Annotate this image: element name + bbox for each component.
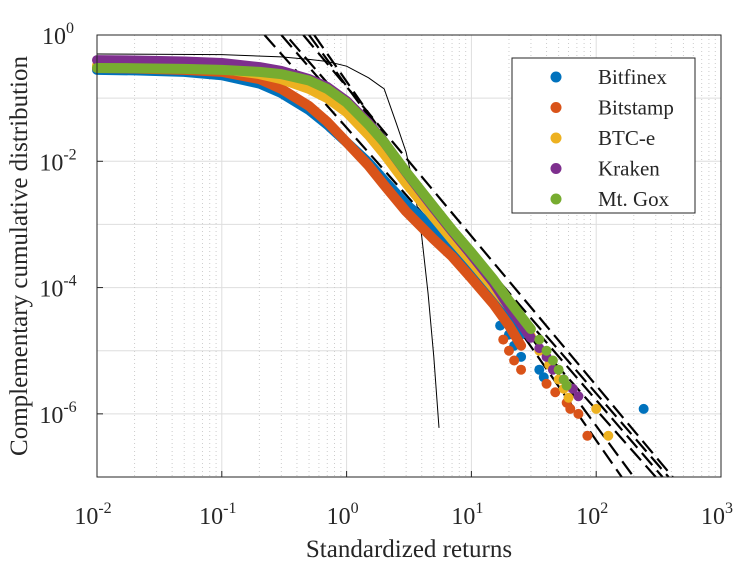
series-mt-gox-point: [561, 380, 572, 391]
minor-grid: [134, 35, 716, 477]
x-tick-label: 101: [451, 500, 483, 530]
plot-frame: [96, 34, 722, 478]
legend: Bitfinex Bitstamp BTC-e Kraken Mt. Gox: [511, 57, 696, 214]
x-tick-label: 100: [327, 500, 359, 530]
series-bitstamp-point: [509, 355, 520, 366]
legend-marker-bitstamp: [550, 102, 562, 113]
series-bitstamp-point: [582, 430, 593, 441]
series-kraken-point: [573, 391, 584, 402]
power-law-fit-1: [263, 34, 657, 478]
y-tick-label: 100: [42, 20, 74, 50]
series-mt-gox-point: [534, 334, 545, 345]
legend-marker-btc-e: [550, 132, 562, 144]
data-series: [92, 55, 649, 441]
x-tick-label: 102: [576, 500, 608, 530]
series-bitfinex-point: [638, 403, 649, 414]
series-bitstamp-point: [516, 364, 527, 375]
x-tick-label: 10-1: [199, 500, 236, 530]
legend-label-mt-gox: Mt. Gox: [598, 187, 670, 211]
y-tick-label: 10-6: [39, 399, 76, 429]
y-tick-label: 10-2: [39, 146, 76, 176]
legend-label-kraken: Kraken: [598, 157, 660, 181]
series-btc-e-point: [603, 430, 614, 441]
legend-label-bitstamp: Bitstamp: [598, 96, 674, 120]
series-bitstamp-point: [565, 403, 576, 414]
series-btc-e-point: [563, 392, 574, 403]
x-tick-label: 103: [701, 500, 733, 530]
series-mt-gox-point: [547, 355, 558, 366]
series-bitstamp-point: [498, 334, 509, 345]
legend-marker-bitfinex: [550, 71, 562, 83]
series-bitstamp-point: [573, 408, 584, 419]
series-bitstamp-point: [550, 387, 561, 398]
y-axis: 10-6 10-4 10-2 100: [39, 20, 103, 429]
series-mt-gox-curve: [92, 63, 536, 335]
series-bitfinex-point: [534, 364, 545, 375]
x-axis-label: Standardized returns: [306, 536, 512, 563]
legend-marker-mt-gox: [550, 193, 562, 205]
legend-label-bitfinex: Bitfinex: [598, 65, 667, 89]
series-btc-e-point: [591, 403, 602, 414]
series-bitstamp-point: [503, 345, 514, 356]
series-mt-gox-point: [541, 345, 552, 356]
legend-box: [511, 57, 696, 214]
power-law-fit-4: [302, 34, 674, 478]
series-mt-gox-point: [553, 364, 564, 375]
legend-label-btc-e: BTC-e: [598, 126, 655, 150]
x-axis: 10-2 10-1 100 101 102 103: [74, 471, 733, 530]
legend-marker-kraken: [550, 163, 562, 174]
x-tick-label: 10-2: [74, 500, 111, 530]
series-bitstamp-point: [541, 378, 552, 389]
normal-reference-line: [96, 53, 440, 428]
y-tick-label: 10-4: [39, 273, 76, 303]
y-axis-label: Complementary cumulative distribution: [6, 56, 33, 456]
